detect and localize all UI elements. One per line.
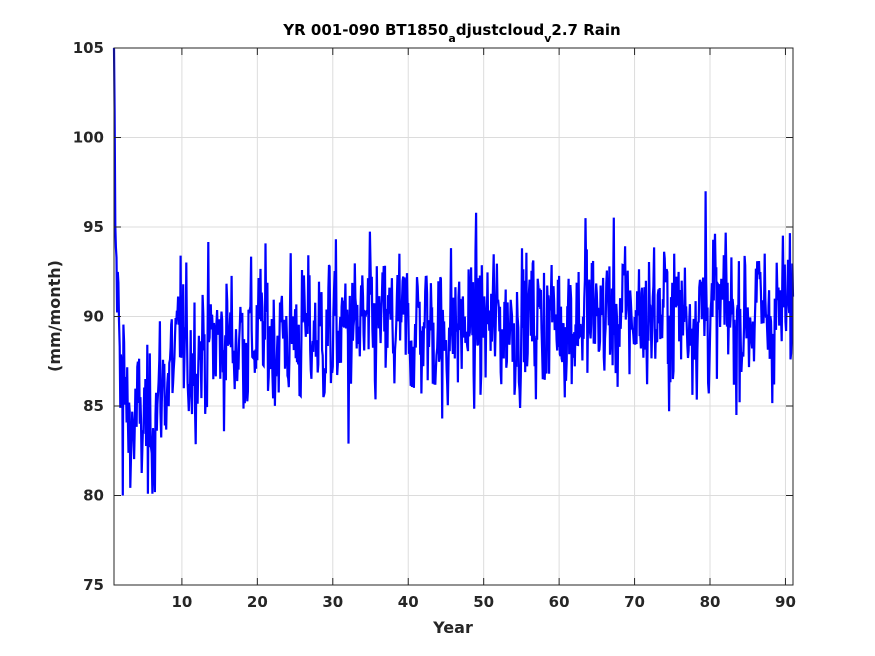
y-tick-label: 90 xyxy=(83,308,104,326)
y-tick-label: 75 xyxy=(83,576,104,594)
y-tick-label: 85 xyxy=(83,397,104,415)
x-tick-labels: 10 20 30 40 50 60 70 80 90 xyxy=(171,593,795,611)
x-tick-label: 60 xyxy=(549,593,570,611)
rain-series-line xyxy=(112,47,795,496)
y-tick-label: 80 xyxy=(83,487,104,505)
x-tick-label: 80 xyxy=(700,593,721,611)
y-tick-label: 100 xyxy=(73,129,104,147)
x-tick-label: 10 xyxy=(171,593,192,611)
y-tick-labels: 75 80 85 90 95 100 105 xyxy=(73,39,104,594)
y-axis-label: (mm/month) xyxy=(45,260,64,372)
x-tick-label: 40 xyxy=(398,593,419,611)
x-tick-label: 90 xyxy=(775,593,796,611)
y-tick-label: 95 xyxy=(83,218,104,236)
x-axis-label: Year xyxy=(432,618,473,637)
x-tick-label: 70 xyxy=(624,593,645,611)
chart-title: YR 001-090 BT1850adjustcloudv2.7 Rain xyxy=(282,21,620,45)
x-tick-label: 20 xyxy=(247,593,268,611)
x-tick-label: 30 xyxy=(322,593,343,611)
y-tick-label: 105 xyxy=(73,39,104,57)
series-lines xyxy=(112,47,795,496)
tick-marks xyxy=(114,47,793,586)
x-tick-label: 50 xyxy=(473,593,494,611)
